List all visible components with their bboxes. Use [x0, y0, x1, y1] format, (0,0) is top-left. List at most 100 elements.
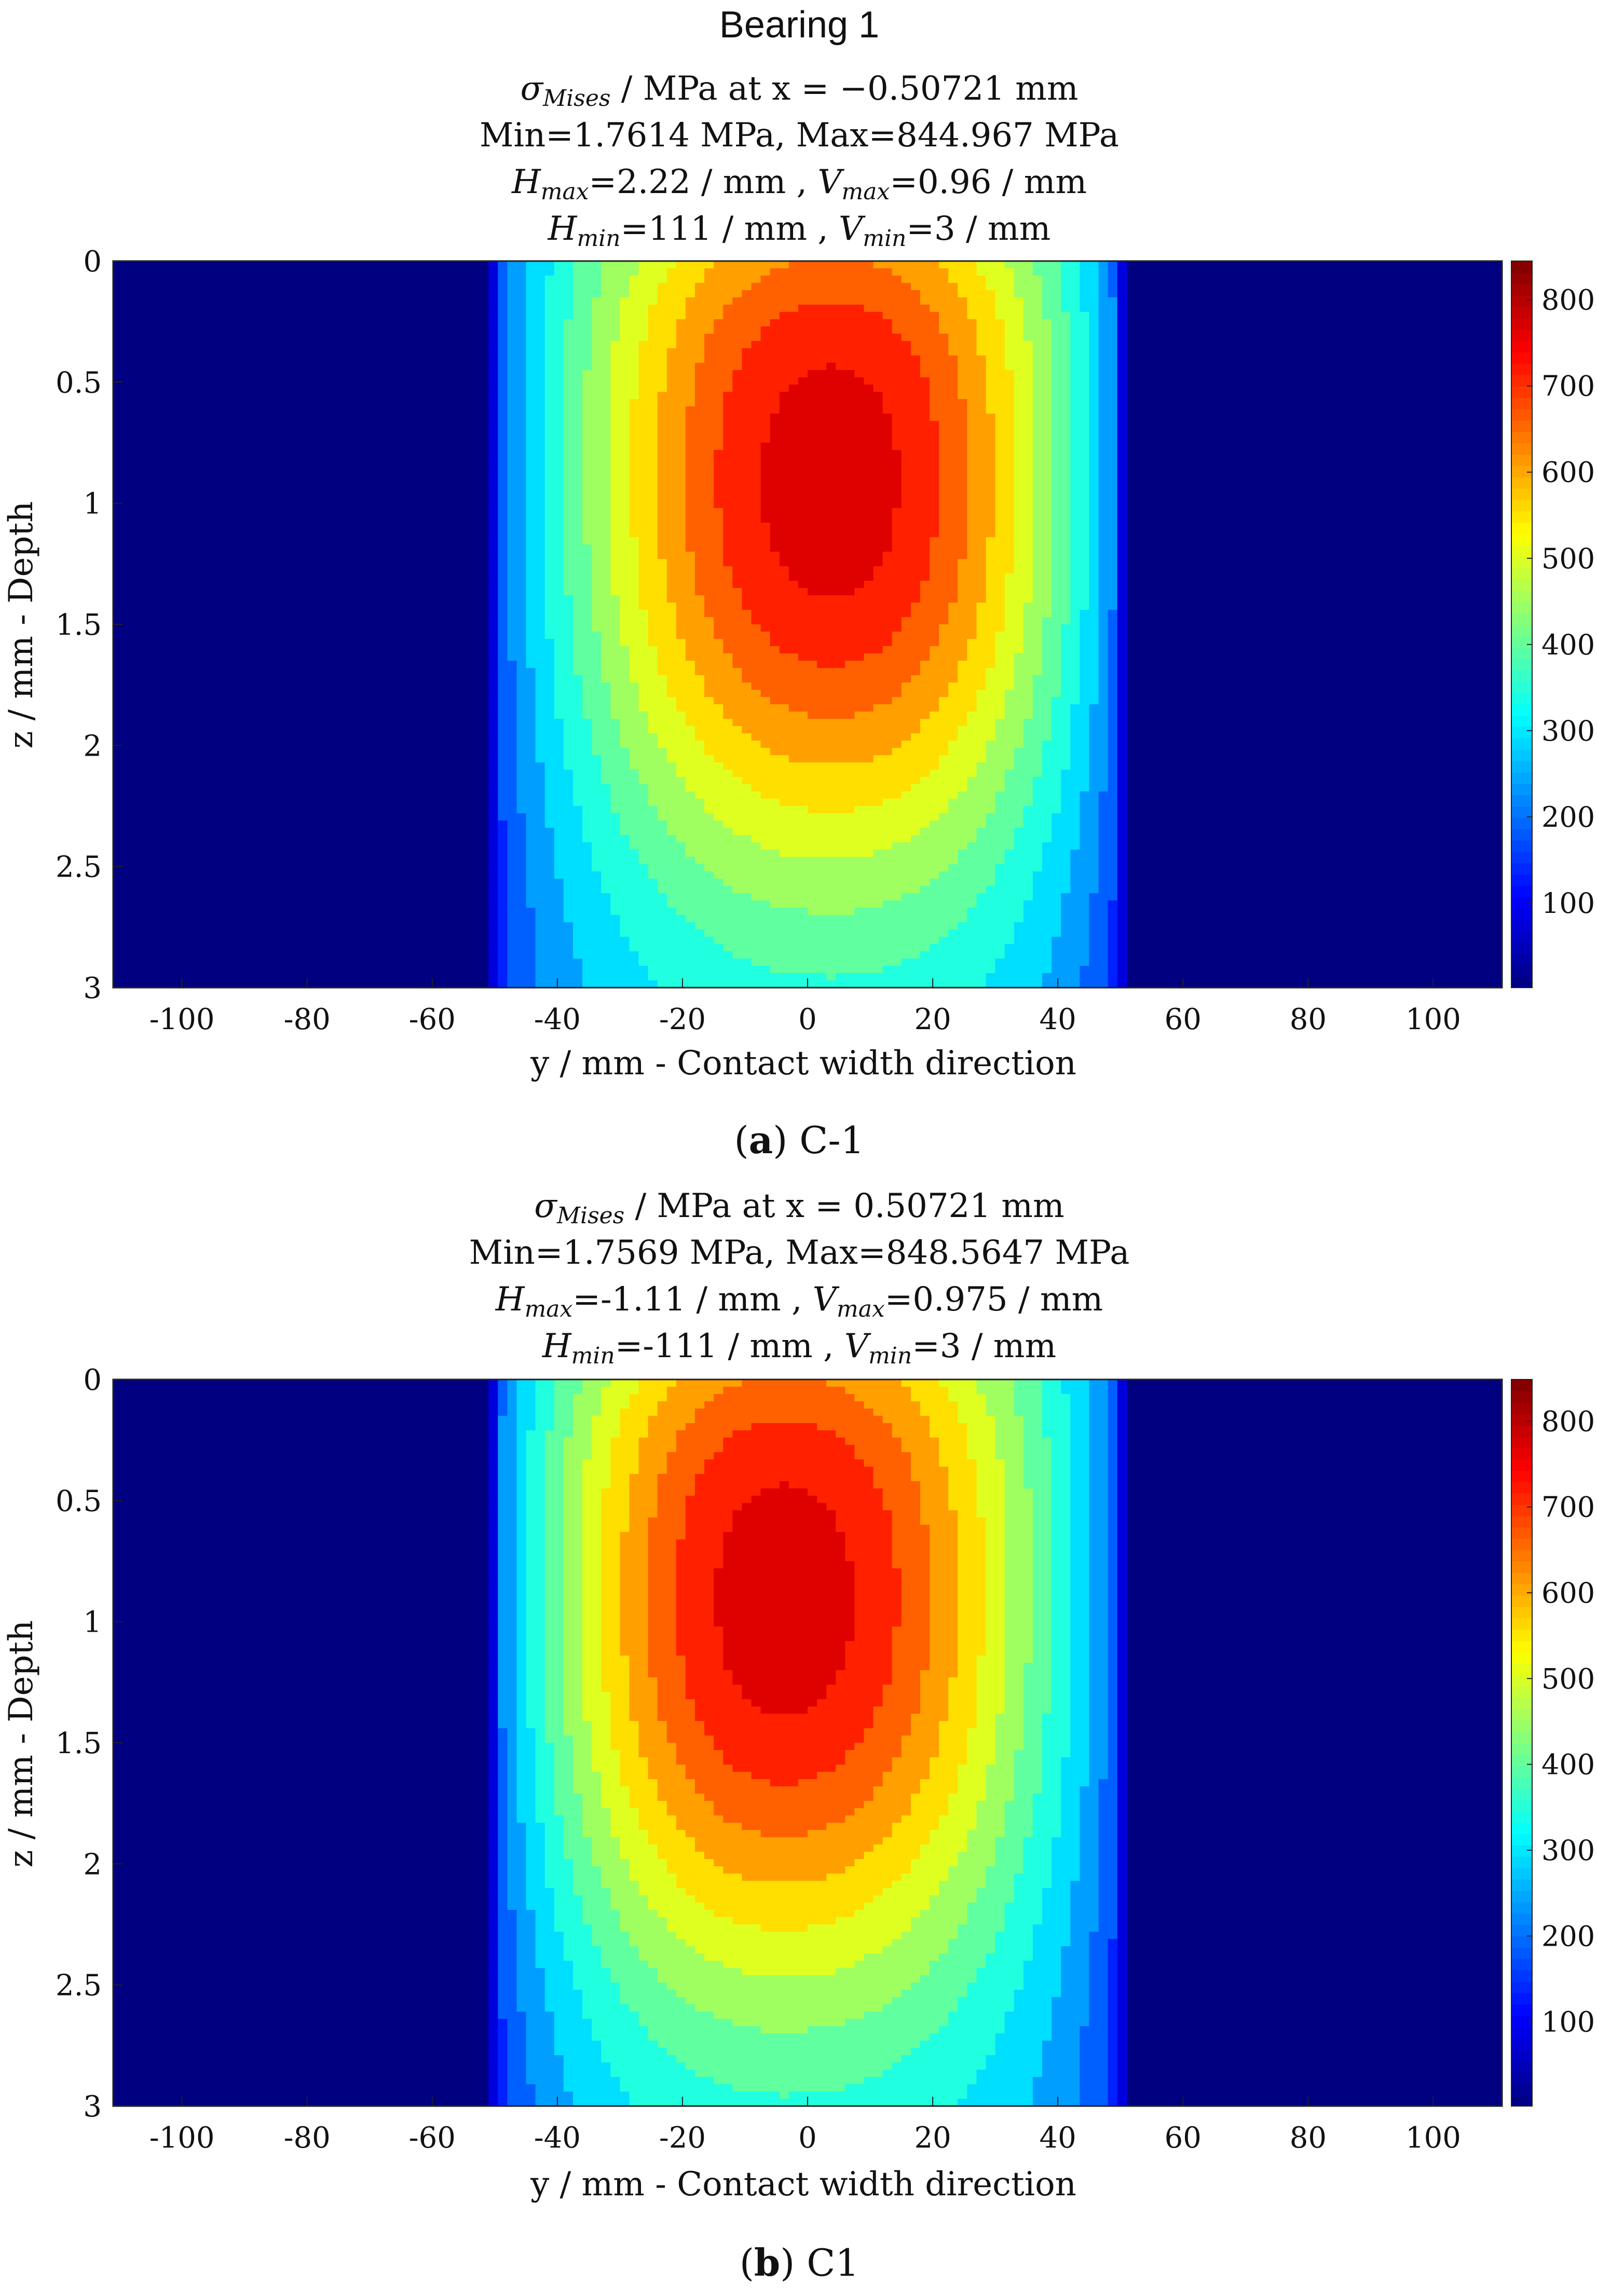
- panel-a-contour-cell: [526, 508, 536, 516]
- panel-a-contour-cell: [1004, 595, 1015, 603]
- panel-b-title-line-3: Hmax=-1.11 / mm , Vmax=0.975 / mm: [495, 1280, 1103, 1322]
- panel-a-contour-cell: [873, 704, 883, 712]
- panel-a-contour-cell: [1032, 610, 1043, 618]
- panel-a-contour-cell: [967, 668, 977, 676]
- panel-a-contour-cell: [892, 559, 902, 567]
- panel-a-contour-cell: [1098, 501, 1109, 509]
- panel-a-contour-cell: [1089, 312, 1099, 320]
- panel-a-contour-cell: [1014, 450, 1024, 458]
- panel-a-contour-cell: [770, 624, 780, 632]
- panel-a-contour-cell: [958, 326, 968, 334]
- panel-a-contour-cell: [958, 581, 968, 589]
- panel-a-contour-cell: [788, 377, 799, 385]
- panel-a-contour-cell: [695, 661, 705, 668]
- panel-a-contour-cell: [1004, 632, 1015, 639]
- panel-a-contour-cell: [779, 435, 789, 443]
- panel-a-contour-cell: [920, 552, 930, 559]
- panel-a-contour-cell: [826, 537, 837, 545]
- panel-a-contour-cell: [666, 428, 677, 436]
- panel-a-contour-cell: [507, 530, 517, 538]
- panel-a-contour-cell: [779, 312, 789, 320]
- panel-a-contour-cell: [788, 283, 799, 291]
- panel-a-contour-cell: [882, 486, 893, 494]
- panel-a-contour-cell: [507, 661, 517, 668]
- panel-a-contour-cell: [507, 406, 517, 414]
- panel-a-contour-cell: [760, 399, 771, 407]
- panel-a-contour-cell: [986, 428, 996, 436]
- panel-a-contour-cell: [1080, 399, 1090, 407]
- panel-a-contour-cell: [1004, 414, 1015, 421]
- panel-a-contour-cell: [742, 755, 752, 763]
- panel-a-contour-cell: [498, 704, 508, 712]
- panel-a-contour-cell: [788, 472, 799, 480]
- panel-a-contour-cell: [939, 741, 949, 748]
- panel-a-contour-cell: [1080, 486, 1090, 494]
- panel-a-contour-cell: [864, 479, 874, 487]
- panel-a-contour-cell: [920, 719, 930, 727]
- panel-a-contour-cell: [573, 595, 583, 603]
- panel-a-contour-cell: [958, 653, 968, 661]
- panel-a-contour-cell: [826, 588, 837, 596]
- panel-a-contour-cell: [817, 617, 827, 625]
- panel-a-contour-cell: [1052, 610, 1061, 618]
- panel-a-contour-cell: [930, 573, 939, 581]
- panel-a-contour-cell: [732, 486, 743, 494]
- panel-a-contour-cell: [845, 544, 855, 552]
- panel-a-contour-cell: [751, 348, 761, 356]
- panel-a-contour-cell: [976, 552, 987, 559]
- panel-a-contour-cell: [1061, 508, 1071, 516]
- panel-a-contour-cell: [1117, 704, 1127, 712]
- panel-a-contour-cell: [676, 719, 686, 727]
- panel-a-contour-cell: [939, 770, 949, 777]
- panel-a-contour-cell: [995, 457, 1005, 465]
- panel-a-contour-cell: [854, 268, 865, 276]
- panel-a-contour-cell: [779, 464, 789, 472]
- panel-a-contour-cell: [666, 741, 677, 748]
- panel-a-contour-cell: [695, 646, 705, 654]
- panel-a-contour-cell: [892, 464, 902, 472]
- panel-a-contour-cell: [1061, 712, 1071, 719]
- panel-a-contour-cell: [488, 661, 499, 668]
- panel-a-contour-cell: [742, 472, 752, 480]
- panel-a-contour-cell: [695, 479, 705, 487]
- panel-a-contour-cell: [1080, 450, 1090, 458]
- panel-a-contour-cell: [695, 581, 705, 589]
- panel-a-contour-cell: [732, 443, 743, 450]
- panel-a-contour-cell: [760, 690, 771, 698]
- panel-a-contour-cell: [563, 573, 574, 581]
- panel-a-contour-cell: [1023, 726, 1033, 734]
- panel-a-contour-cell: [488, 588, 499, 596]
- panel-a-contour-cell: [873, 523, 883, 530]
- panel-a-contour-cell: [732, 653, 743, 661]
- panel-a-contour-cell: [930, 646, 939, 654]
- panel-a-contour-cell: [563, 297, 574, 305]
- panel-a-contour-cell: [601, 392, 611, 400]
- panel-a-contour-cell: [788, 312, 799, 320]
- panel-a-contour-cell: [967, 515, 977, 523]
- panel-a-contour-cell: [864, 414, 874, 421]
- panel-a-contour-cell: [751, 653, 761, 661]
- panel-a-contour-cell: [836, 661, 846, 668]
- panel-a-contour-cell: [648, 697, 658, 705]
- panel-a-contour-cell: [535, 501, 545, 509]
- panel-a-contour-cell: [620, 697, 630, 705]
- panel-a-contour-cell: [967, 435, 977, 443]
- panel-a-contour-cell: [516, 464, 527, 472]
- panel-a-contour-cell: [526, 326, 536, 334]
- panel-a-contour-cell: [507, 537, 517, 545]
- panel-a-contour-cell: [751, 537, 761, 545]
- panel-a-contour-cell: [1089, 566, 1099, 574]
- panel-a-contour-cell: [930, 537, 939, 545]
- panel-a-contour-cell: [779, 334, 789, 341]
- panel-a-contour-cell: [629, 697, 639, 705]
- panel-a-contour-cell: [892, 537, 902, 545]
- panel-a-contour-cell: [864, 588, 874, 596]
- panel-a-contour-cell: [563, 675, 574, 683]
- panel-a-contour-cell: [1004, 712, 1015, 719]
- panel-a-contour-cell: [958, 494, 968, 501]
- panel-a-contour-cell: [610, 624, 621, 632]
- panel-a-contour-cell: [901, 777, 911, 785]
- panel-a-contour-cell: [498, 661, 508, 668]
- panel-a-contour-cell: [544, 515, 555, 523]
- panel-a-contour-cell: [779, 385, 789, 392]
